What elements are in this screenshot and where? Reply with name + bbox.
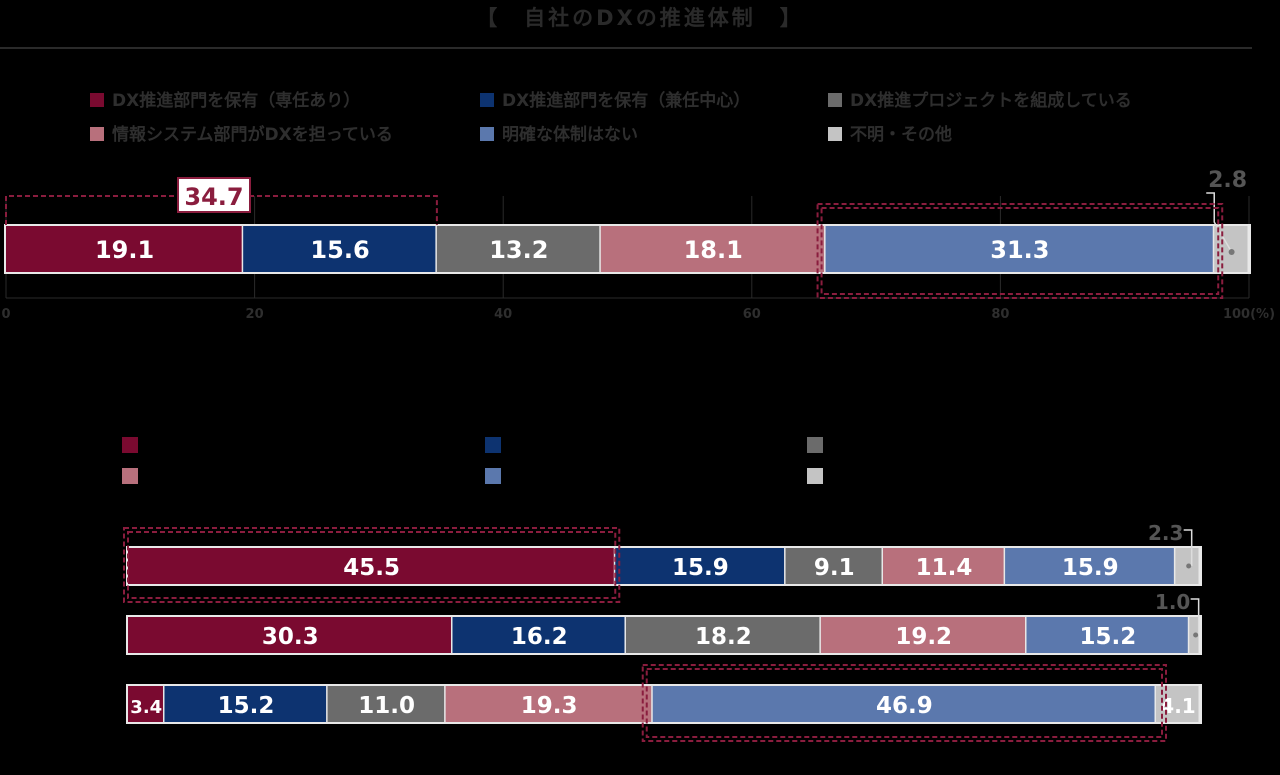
highlight-box-row1-inner xyxy=(127,531,617,599)
bar-value-label: 19.2 xyxy=(895,624,952,650)
overall-bar-segment xyxy=(243,226,436,272)
axis-tick-label: 60 xyxy=(743,307,761,322)
legend-swatch xyxy=(90,93,104,107)
bar-value-label: 19.3 xyxy=(521,693,578,719)
bar-value-label: 18.2 xyxy=(695,624,752,650)
annotation-box xyxy=(177,177,251,213)
overall-bar-segment xyxy=(436,226,600,272)
segment-bar-2-segment xyxy=(128,617,451,653)
segment-bar-2-segment xyxy=(625,617,820,653)
title-rule xyxy=(0,47,1252,49)
legend-swatch xyxy=(90,127,104,141)
annotation-label: 34.7 xyxy=(184,183,243,211)
segment-bar-2-segment xyxy=(1026,617,1188,653)
callout-dot xyxy=(1228,249,1235,255)
bar-value-label: 11.4 xyxy=(916,555,973,581)
segment-bar-3-segment xyxy=(164,686,327,722)
bar-value-label: 15.2 xyxy=(218,693,275,719)
callout-dot xyxy=(1186,563,1192,569)
bar-value-label: 46.9 xyxy=(876,693,933,719)
bar-value-label: 45.5 xyxy=(343,555,400,581)
bar-value-label: 31.3 xyxy=(990,236,1049,264)
bar-value-label: 11.0 xyxy=(358,693,415,719)
segment-bar-3-segment xyxy=(327,686,445,722)
axis-tick-label: 80 xyxy=(991,307,1009,322)
bar-value-label: 15.2 xyxy=(1080,624,1137,650)
axis-tick-label: 0 xyxy=(1,307,10,322)
axis-tick-label: 20 xyxy=(246,307,264,322)
bar-value-label: 16.2 xyxy=(511,624,568,650)
segment-bar-3-segment xyxy=(1156,686,1199,722)
overall-bar-segment xyxy=(6,226,242,272)
segment-bar-3-segment xyxy=(445,686,652,722)
legend-swatch-project xyxy=(807,437,823,453)
bar-value-label: 13.2 xyxy=(489,236,548,264)
bar-value-label: 18.1 xyxy=(684,236,743,264)
callout-dot xyxy=(1193,632,1199,638)
segment-bar-3-segment xyxy=(652,686,1155,722)
legend-swatch-dedicated xyxy=(122,437,138,453)
segment-bar-1-segment xyxy=(1005,548,1174,584)
legend-swatch-concurrent xyxy=(485,437,501,453)
legend-swatch xyxy=(828,93,842,107)
legend-item-concurrent: DX推進部門を保有（兼任中心） xyxy=(480,86,750,111)
legend-item-dedicated: DX推進部門を保有（専任あり） xyxy=(90,86,360,111)
bar-value-label: 3.4 xyxy=(130,697,162,718)
bar-value-label: 19.1 xyxy=(95,236,154,264)
chart-title: 【 自社のDXの推進体制 】 xyxy=(476,6,804,30)
callout-line xyxy=(1183,529,1193,566)
legend-item-it-dept: 情報システム部門がDXを担っている xyxy=(90,120,393,145)
bar-value-label-small: 2.8 xyxy=(1208,168,1247,193)
segment-bar-1-segment xyxy=(128,548,614,584)
highlight-box xyxy=(816,203,1224,299)
bar-value-label-small: 2.3 xyxy=(1148,521,1183,545)
highlight-box-inner xyxy=(820,207,1220,295)
legend-item-project: DX推進プロジェクトを組成している xyxy=(828,86,1132,111)
legend-item-other: 不明・その他 xyxy=(828,120,952,145)
bar-value-label: 15.9 xyxy=(1062,555,1119,581)
bar-value-label: 15.6 xyxy=(310,236,369,264)
axis-tick-label: 100(%) xyxy=(1223,307,1275,322)
overall-bar-segment xyxy=(600,226,825,272)
legend-item-no-structure: 明確な体制はない xyxy=(480,120,638,145)
legend-swatch xyxy=(480,127,494,141)
segment-bar-3-segment xyxy=(128,686,163,722)
highlight-box-row1 xyxy=(123,527,621,603)
legend-swatch-it-dept xyxy=(122,468,138,484)
legend-swatch-no-structure xyxy=(485,468,501,484)
bar-value-label: 9.1 xyxy=(814,555,855,581)
legend-swatch xyxy=(480,93,494,107)
bar-value-label: 30.3 xyxy=(262,624,319,650)
highlight-box-row3 xyxy=(641,664,1168,742)
axis-tick-label: 40 xyxy=(494,307,512,322)
segment-bar-1-segment xyxy=(883,548,1004,584)
bar-value-label: 15.9 xyxy=(672,555,729,581)
bar-value-label-small: 1.0 xyxy=(1155,590,1190,614)
segment-bar-1-segment xyxy=(785,548,882,584)
overall-bar-segment xyxy=(1214,226,1248,272)
segment-bar-2-segment xyxy=(820,617,1026,653)
overall-bar-segment xyxy=(825,226,1213,272)
legend-swatch-other xyxy=(807,468,823,484)
callout-line xyxy=(1190,598,1200,635)
segment-bar-1-segment xyxy=(615,548,785,584)
highlight-box-row3-inner xyxy=(645,668,1164,738)
legend-swatch xyxy=(828,127,842,141)
segment-bar-2-segment xyxy=(452,617,625,653)
